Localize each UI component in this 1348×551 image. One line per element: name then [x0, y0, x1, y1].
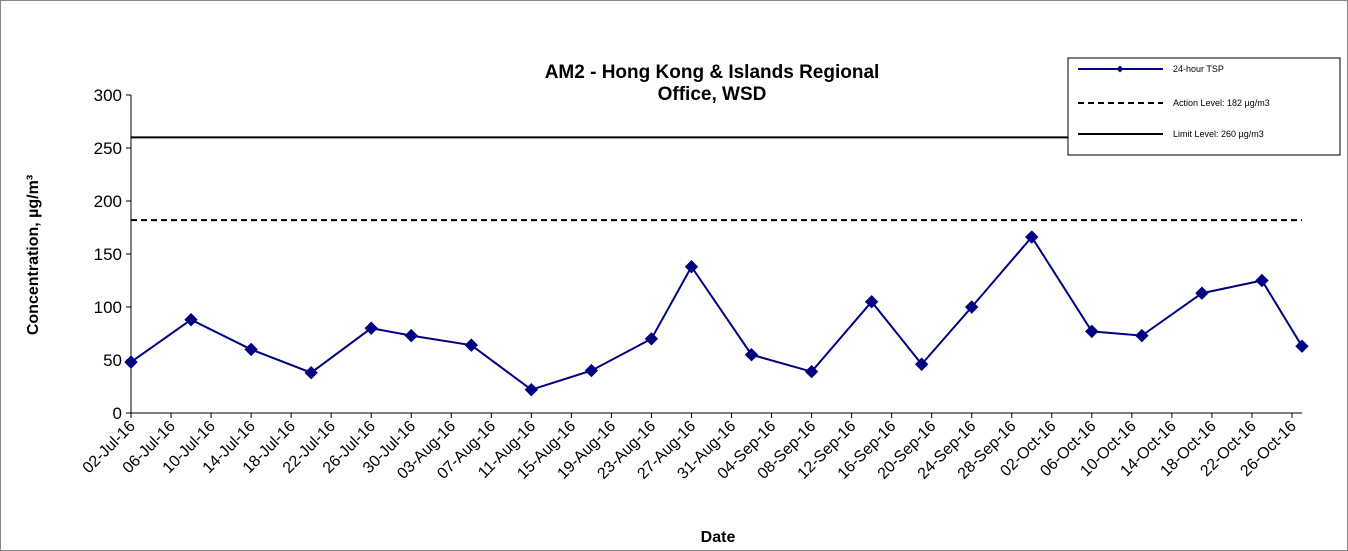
data-point [584, 363, 599, 378]
legend-label-tsp: 24-hour TSP [1173, 64, 1224, 74]
y-tick-label: 250 [94, 139, 122, 158]
data-point [464, 338, 478, 352]
data-point [804, 364, 819, 379]
y-tick-label: 300 [94, 86, 122, 105]
data-point [404, 328, 418, 343]
series-24-hour-tsp [124, 230, 1309, 397]
data-point [744, 347, 759, 362]
data-point [965, 300, 979, 314]
data-point [244, 342, 258, 357]
y-tick-label: 100 [94, 298, 122, 317]
data-point [304, 366, 318, 380]
data-point [364, 321, 378, 335]
y-tick-label: 150 [94, 245, 122, 264]
y-tick-label: 0 [113, 404, 122, 423]
data-point [184, 313, 198, 327]
y-tick-label: 50 [103, 351, 122, 370]
x-axis-title: Date [701, 529, 736, 546]
y-tick-label: 200 [94, 192, 122, 211]
data-point [914, 357, 929, 371]
data-point [1295, 339, 1309, 353]
data-point [524, 382, 539, 397]
legend-box [1067, 57, 1341, 156]
chart-title-line-1: AM2 - Hong Kong & Islands Regional [545, 62, 880, 83]
data-point [1085, 324, 1099, 339]
data-point [864, 294, 879, 309]
legend-label-action: Action Level: 182 µg/m3 [1173, 98, 1270, 108]
data-point [1255, 273, 1269, 288]
data-point [1025, 230, 1039, 244]
data-point [644, 332, 659, 346]
legend: 24-hour TSP Action Level: 182 µg/m3 Limi… [1067, 57, 1341, 156]
data-point [124, 355, 138, 369]
legend-label-limit: Limit Level: 260 µg/m3 [1173, 129, 1264, 139]
data-point [684, 260, 699, 274]
y-axis-title: Concentration, µg/m³ [25, 175, 42, 335]
chart-title-line-2: Office, WSD [658, 84, 767, 105]
data-point [1135, 328, 1149, 343]
series-line [130, 235, 1303, 391]
data-point [1195, 286, 1209, 300]
